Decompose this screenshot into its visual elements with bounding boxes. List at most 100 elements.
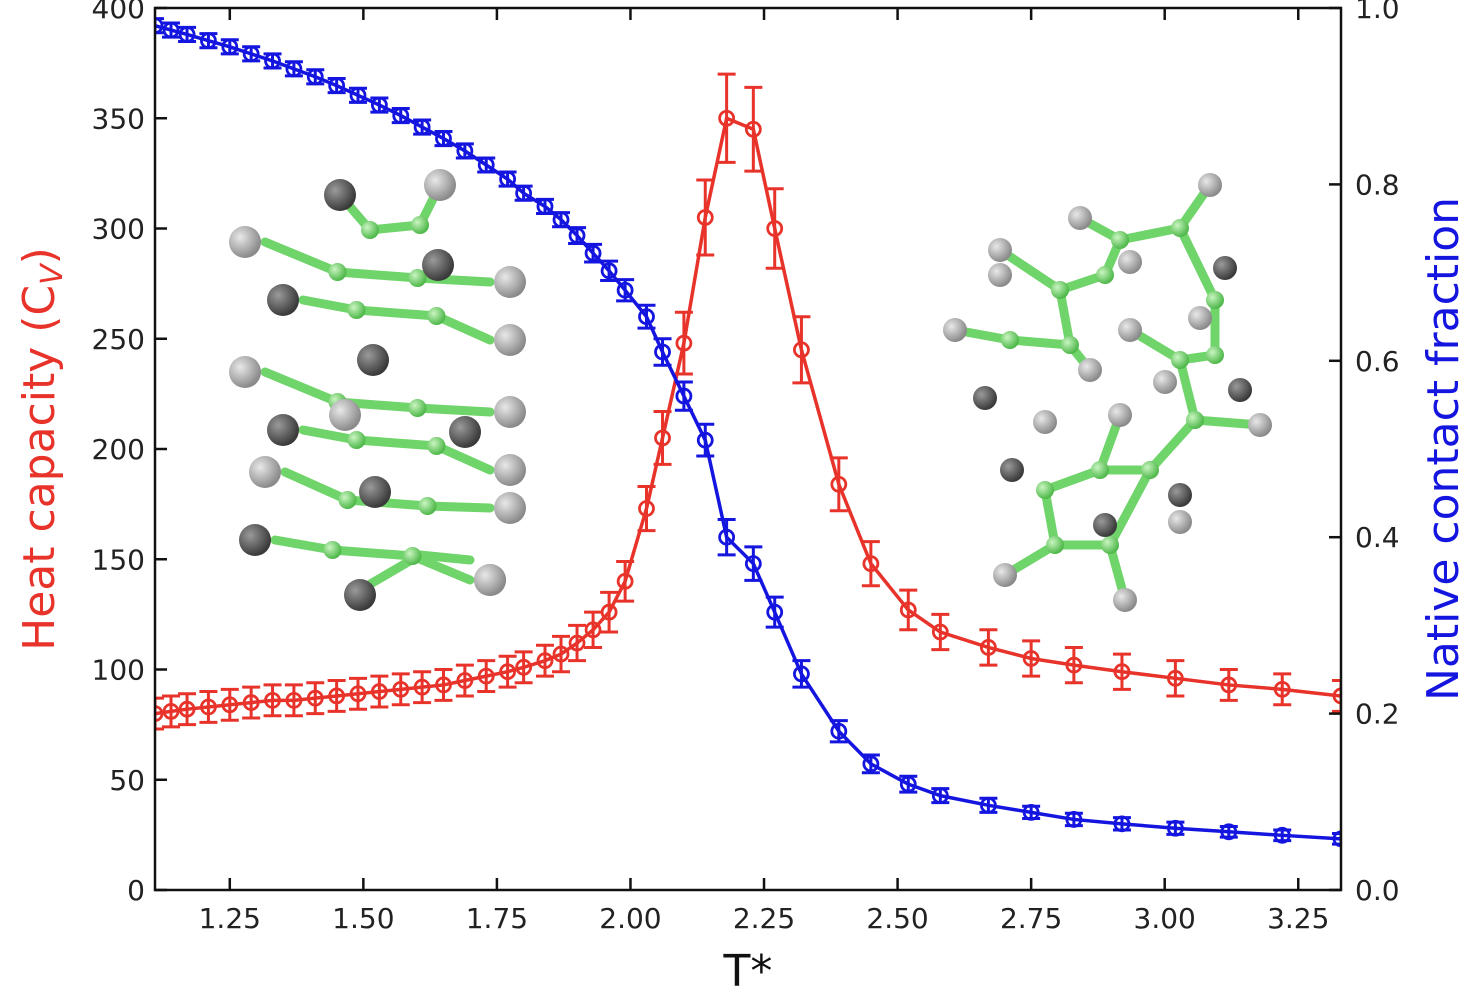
heat_capacity-error-bar (696, 178, 715, 257)
x-tick-label: 3.00 (1134, 902, 1196, 935)
heat_capacity-error-bar (1273, 672, 1292, 707)
left-y-axis-title: Heat capacity (CV) (14, 247, 70, 651)
native_contacts-point (1022, 803, 1040, 821)
unfolded-coil-structure (943, 173, 1272, 612)
heat_capacity-point (654, 429, 671, 447)
heat_capacity-point (306, 689, 324, 707)
heat_capacity-point (1273, 680, 1291, 698)
x-tick-label: 1.50 (332, 902, 394, 935)
heat_capacity-error-bar (616, 559, 635, 603)
heat_capacity-point (328, 687, 346, 705)
native_contacts-point (1273, 826, 1291, 844)
folded-helix-structure (229, 169, 526, 611)
native_contacts-point (793, 665, 810, 683)
left-y-tick-label: 400 (92, 0, 145, 25)
native_contacts-error-bar (717, 518, 736, 557)
heat_capacity-point (515, 658, 533, 676)
heat_capacity-error-bar (979, 628, 998, 667)
native_contacts-point (285, 60, 303, 78)
heat_capacity-point (477, 667, 495, 685)
left-y-tick-label: 50 (109, 764, 145, 797)
native_contacts-point (1113, 815, 1131, 833)
heat_capacity-point (499, 663, 516, 681)
right-y-tick-label: 0.0 (1355, 874, 1400, 907)
heat_capacity-point (155, 705, 164, 722)
heat_capacity-error-bar (327, 679, 346, 713)
heat_capacity-error-bar (498, 654, 517, 689)
right-y-tick-label: 0.8 (1355, 168, 1400, 201)
heat_capacity-error-bar (765, 187, 784, 270)
heat_capacity-point (435, 676, 452, 694)
heat_capacity-error-bar (434, 668, 453, 702)
heat_capacity-point (456, 672, 474, 689)
native_contacts-point (1332, 830, 1341, 848)
heat_capacity-error-bar (263, 683, 282, 718)
heat_capacity-point (638, 500, 655, 517)
native_contacts-point (1065, 811, 1083, 828)
heat_capacity-error-bar (552, 634, 571, 674)
right-y-tick-label: 0.2 (1355, 698, 1400, 731)
left-y-tick-label: 100 (92, 654, 145, 687)
left-y-tick-label: 0 (127, 874, 145, 907)
native_contacts-point (552, 211, 570, 229)
heat_capacity-error-bar (413, 670, 432, 705)
x-tick-label: 2.25 (733, 902, 795, 935)
heat_capacity-point (862, 555, 880, 573)
heat_capacity-series (155, 72, 1341, 731)
left-y-axis-title-close: ) (14, 247, 65, 264)
left-y-axis-title-subscript: V (35, 262, 70, 285)
left-y-tick-label: 250 (92, 323, 145, 356)
native_contacts-point (931, 787, 949, 805)
x-axis-title: T* (723, 946, 773, 992)
heat_capacity-point (830, 475, 848, 493)
heat_capacity-point (584, 621, 602, 639)
heat_capacity-point (536, 652, 554, 670)
heat_capacity-error-bar (568, 623, 587, 663)
native_contacts-point (899, 775, 917, 793)
left-y-axis-title-main: Heat capacity (C (14, 285, 65, 651)
native_contacts-point (392, 107, 410, 125)
heat_capacity-error-bar (717, 72, 736, 164)
left-y-tick-label: 350 (92, 102, 145, 135)
heat_capacity-error-bar (1064, 645, 1083, 685)
heat_capacity-point (931, 623, 949, 641)
right-y-tick-label: 1.0 (1355, 0, 1400, 25)
heat_capacity-point (264, 691, 281, 709)
native_contacts-point (499, 170, 516, 188)
x-tick-label: 2.50 (866, 902, 928, 935)
native_contacts-point (1220, 823, 1238, 841)
heat_capacity-point (718, 109, 736, 127)
native_contacts-point (306, 68, 324, 86)
heat_capacity-point (392, 680, 410, 698)
heat_capacity-point (600, 603, 618, 621)
heat_capacity-error-bar (600, 590, 619, 634)
heat_capacity-error-bar (199, 690, 218, 724)
heat_capacity-error-bar (1332, 679, 1341, 713)
native_contacts-point (654, 343, 671, 361)
heat_capacity-error-bar (1022, 639, 1041, 678)
native_contacts-series (155, 17, 1341, 848)
native_contacts-point (515, 184, 533, 202)
native_contacts-point (264, 52, 281, 70)
heat_capacity-error-bar (535, 643, 554, 678)
native_contacts-point (568, 227, 586, 244)
heat_capacity-error-bar (1112, 652, 1131, 691)
heat_capacity-error-bar (861, 540, 880, 588)
heat_capacity-error-bar (514, 650, 533, 685)
left-y-axis: 0 50 100 150 200 250 300 350 400 (92, 0, 167, 907)
heat_capacity-point (744, 120, 762, 138)
left-y-tick-label: 150 (92, 543, 145, 576)
heat_capacity-point (221, 696, 239, 714)
native_contacts-point (162, 21, 180, 39)
heat_capacity-point (413, 678, 431, 696)
left-y-tick-label: 200 (92, 433, 145, 466)
native_contacts-error-bar (696, 422, 715, 458)
native_contacts-point (718, 528, 736, 546)
x-tick-label: 3.25 (1267, 902, 1329, 935)
heat_capacity-error-bar (899, 588, 918, 632)
right-y-tick-label: 0.4 (1355, 521, 1400, 554)
heat_capacity-point (200, 698, 217, 716)
heat_capacity-point (1166, 669, 1184, 687)
heat_capacity-error-bar (349, 676, 368, 711)
